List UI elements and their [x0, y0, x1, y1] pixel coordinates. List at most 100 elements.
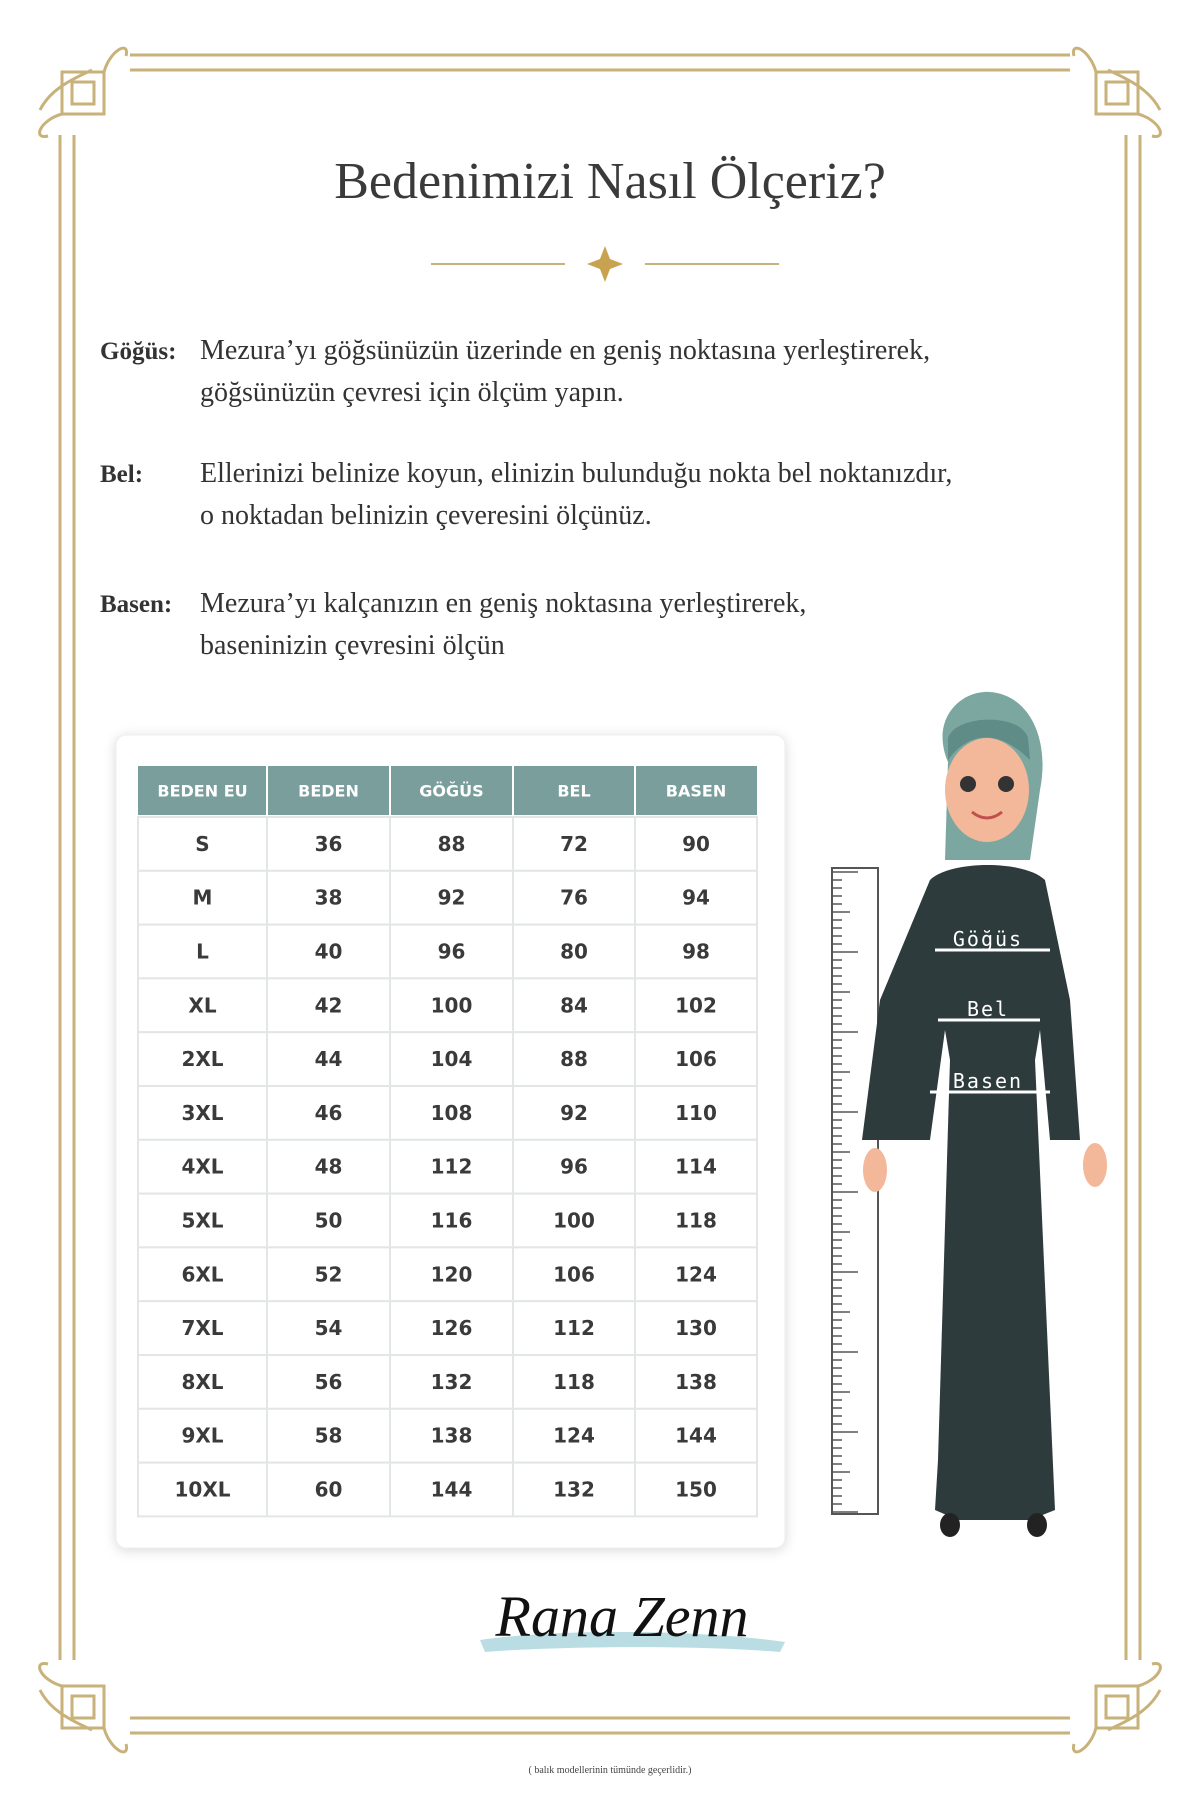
table-cell: 92 — [438, 886, 466, 910]
table-cell: 8XL — [181, 1370, 223, 1394]
figure-label: Basen — [953, 1069, 1023, 1093]
table-cell: 114 — [675, 1155, 717, 1179]
table-cell: 112 — [553, 1316, 595, 1340]
table-cell: 124 — [675, 1262, 717, 1286]
divider — [431, 246, 779, 282]
table-cell: 98 — [682, 940, 710, 964]
definition-text: Mezura’yı göğsünüzün üzerinde en geniş n… — [200, 335, 930, 366]
table-cell: L — [196, 940, 209, 964]
table-cell: S — [195, 832, 209, 856]
table-row — [137, 1461, 758, 1518]
table-cell: 150 — [675, 1478, 717, 1502]
table-cell: 80 — [560, 940, 588, 964]
table-cell: 96 — [560, 1155, 588, 1179]
table-row — [137, 1300, 758, 1356]
definition-text: Ellerinizi belinize koyun, elinizin bulu… — [200, 458, 952, 489]
table-cell: 58 — [315, 1424, 343, 1448]
table-cell: 6XL — [181, 1262, 223, 1286]
table-cell: 120 — [431, 1262, 473, 1286]
table-cell: 138 — [675, 1370, 717, 1394]
table-cell: 5XL — [181, 1209, 223, 1233]
footnote: ( balık modellerinin tümünde geçerlidir.… — [528, 1765, 691, 1776]
table-cell: 132 — [553, 1478, 595, 1502]
table-row — [137, 923, 758, 980]
definition-text: göğsünüzün çevresi için ölçüm yapın. — [200, 377, 624, 408]
table-cell: 92 — [560, 1101, 588, 1125]
table-header: BASEN — [666, 782, 726, 801]
table-cell: 88 — [438, 832, 466, 856]
table-cell: 7XL — [181, 1316, 223, 1340]
table-cell: 106 — [553, 1262, 595, 1286]
brand-brush — [480, 1631, 785, 1652]
table-cell: 54 — [315, 1316, 343, 1340]
table-row — [137, 1246, 758, 1303]
table-cell: 144 — [675, 1424, 717, 1448]
table-cell: M — [193, 886, 213, 910]
frame — [38, 46, 1162, 1754]
table-cell: 108 — [431, 1101, 473, 1125]
table-cell: 104 — [431, 1047, 473, 1071]
table-cell: 88 — [560, 1047, 588, 1071]
definition-text: Mezura’yı kalçanızın en geniş noktasına … — [200, 588, 806, 619]
table-cell: 72 — [560, 832, 588, 856]
definition-text: baseninizin çevresini ölçün — [200, 630, 505, 661]
definition-term: Basen: — [100, 591, 172, 618]
table-cell: 50 — [315, 1209, 343, 1233]
table-cell: 138 — [431, 1424, 473, 1448]
table-cell: 10XL — [175, 1478, 231, 1502]
table-cell: 118 — [675, 1209, 717, 1233]
table-cell: 46 — [315, 1101, 343, 1125]
table-cell: XL — [188, 993, 216, 1017]
table-cell: 110 — [675, 1101, 717, 1125]
table-cell: 84 — [560, 993, 588, 1017]
table-cell: 100 — [431, 993, 473, 1017]
table-cell: 38 — [315, 886, 343, 910]
table-cell: 116 — [431, 1209, 473, 1233]
figure-label: Bel — [967, 997, 1009, 1021]
table-header: BEDEN — [298, 782, 359, 801]
table-row — [137, 816, 758, 872]
definition-term: Bel: — [100, 461, 143, 488]
table-row — [137, 1354, 758, 1410]
table-cell: 126 — [431, 1316, 473, 1340]
table-cell: 56 — [315, 1370, 343, 1394]
table-cell: 76 — [560, 886, 588, 910]
title: Bedenimizi Nasıl Ölçeriz? — [334, 153, 886, 210]
table-cell: 44 — [315, 1047, 343, 1071]
table-cell: 48 — [315, 1155, 343, 1179]
table-cell: 132 — [431, 1370, 473, 1394]
table-cell: 2XL — [181, 1047, 223, 1071]
table-cell: 40 — [315, 940, 343, 964]
definition-text: o noktadan belinizin çeveresini ölçünüz. — [200, 500, 652, 531]
table-cell: 42 — [315, 993, 343, 1017]
table-row — [137, 1407, 758, 1464]
table-cell: 36 — [315, 832, 343, 856]
table-cell: 60 — [315, 1478, 343, 1502]
table-cell: 3XL — [181, 1101, 223, 1125]
figure-label: Göğüs — [953, 927, 1023, 951]
figure: Göğüs Bel Basen — [831, 691, 1107, 1537]
table-cell: 90 — [682, 832, 710, 856]
table-header-bg — [138, 766, 757, 815]
table-header: BEL — [557, 782, 590, 801]
table-cell: 144 — [431, 1478, 473, 1502]
table-row — [137, 869, 758, 926]
table-cell: 100 — [553, 1209, 595, 1233]
table-cell: 9XL — [181, 1424, 223, 1448]
table-cell: 106 — [675, 1047, 717, 1071]
table-cell: 96 — [438, 940, 466, 964]
table-row — [137, 1031, 758, 1087]
table-cell: 124 — [553, 1424, 595, 1448]
table-cell: 94 — [682, 886, 710, 910]
table-row — [137, 1138, 758, 1195]
table-cell: 102 — [675, 993, 717, 1017]
table-cell: 130 — [675, 1316, 717, 1340]
table-header: GÖĞÜS — [419, 782, 483, 801]
definition-term: Göğüs: — [100, 338, 176, 365]
brand: Rana Zenn — [495, 1584, 749, 1649]
table-row — [137, 977, 758, 1034]
table-row — [137, 1192, 758, 1249]
table-cell: 118 — [553, 1370, 595, 1394]
